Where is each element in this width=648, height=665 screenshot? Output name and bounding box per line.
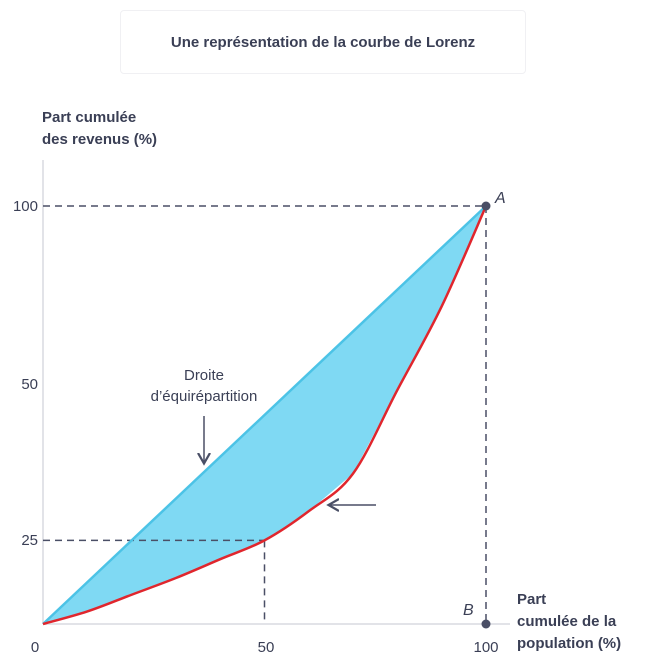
point-b — [481, 619, 491, 629]
x-axis-label-line2: cumulée de la — [517, 613, 617, 630]
annotation-line1: Droite — [184, 367, 224, 384]
y-tick-label-50: 50 — [21, 376, 38, 393]
y-tick-label-25: 25 — [21, 532, 38, 549]
point-label-a: A — [494, 190, 506, 207]
x-tick-label-0: 0 — [31, 639, 39, 656]
y-axis-label-line2: des revenus (%) — [42, 131, 157, 148]
y-tick-label-100: 100 — [13, 198, 38, 215]
point-label-b: B — [463, 602, 474, 619]
annotation-line2: d’équirépartition — [151, 388, 258, 405]
x-axis-label-line1: Part — [517, 591, 546, 608]
chart-title: Une représentation de la courbe de Loren… — [120, 10, 526, 74]
lorenz-curve — [42, 205, 488, 626]
equality-line — [42, 205, 487, 625]
x-axis-label-line3: population (%) — [517, 635, 621, 652]
point-a — [481, 201, 491, 211]
x-tick-label-100: 100 — [473, 639, 498, 656]
y-axis-label-line1: Part cumulée — [42, 109, 136, 126]
x-tick-label-50: 50 — [258, 639, 275, 656]
